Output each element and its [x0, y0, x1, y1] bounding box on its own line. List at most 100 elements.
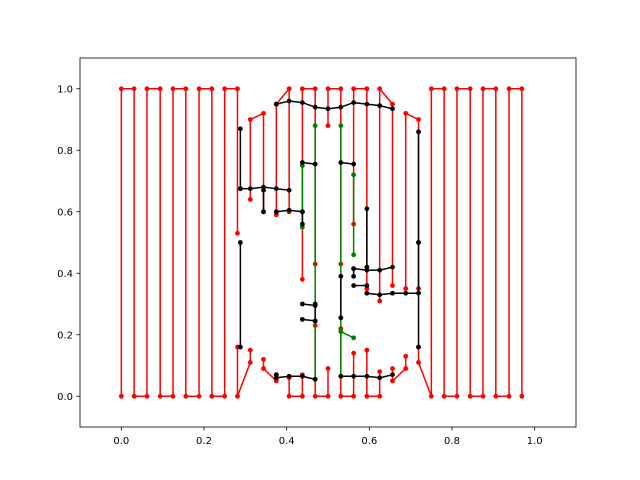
core-path-point: [338, 123, 344, 129]
x-tick-label: 0.4: [279, 436, 295, 447]
inner-path-point: [364, 373, 370, 379]
outer-path-point: [403, 286, 409, 292]
x-tick-label: 1.0: [527, 436, 543, 447]
inner-path-point: [286, 187, 292, 193]
inner-path-point: [273, 186, 279, 192]
inner-path-point: [377, 375, 383, 381]
inner-path-point: [338, 160, 344, 165]
inner-path-point: [390, 264, 395, 270]
outer-path-point: [390, 366, 395, 371]
inner-path-point: [338, 273, 344, 279]
outer-path-point: [377, 298, 383, 304]
outer-path-point: [183, 86, 189, 92]
outer-path-point: [403, 353, 409, 359]
inner-path-point: [377, 267, 383, 273]
inner-path-point: [261, 187, 266, 193]
y-tick-label: 1.0: [57, 84, 73, 95]
inner-path-point: [351, 273, 357, 279]
inner-path-point: [390, 290, 395, 296]
outer-path-connector: [391, 368, 407, 382]
inner-path-point: [364, 264, 370, 270]
inner-path-point: [286, 98, 292, 104]
inner-path-point: [338, 104, 344, 110]
outer-path-series: [118, 86, 525, 399]
y-tick-label: 0.6: [57, 207, 73, 218]
inner-path-point: [273, 101, 279, 107]
outer-path-point: [157, 86, 163, 92]
inner-path-series: [237, 98, 421, 382]
inner-path-point: [390, 372, 395, 378]
outer-path-point: [351, 350, 357, 356]
inner-path-point: [364, 290, 370, 296]
inner-path-point: [338, 373, 344, 379]
inner-path-point: [299, 100, 305, 105]
inner-path-point: [312, 318, 318, 324]
outer-path-point: [247, 347, 253, 353]
inner-path-point: [416, 344, 421, 350]
outer-path-point: [390, 283, 395, 288]
inner-path-point: [299, 221, 305, 227]
inner-path-point: [237, 344, 243, 350]
inner-path-point: [247, 186, 253, 192]
inner-path-point: [390, 106, 395, 112]
y-tick-label: 0.4: [57, 269, 73, 280]
inner-path-point: [377, 103, 383, 109]
inner-path-point: [312, 161, 318, 167]
inner-path-point: [299, 209, 305, 215]
inner-path-point: [377, 292, 383, 298]
outer-path-point: [144, 393, 150, 399]
x-tick-label: 0.6: [361, 436, 377, 447]
inner-path-point: [403, 290, 409, 296]
inner-path-point: [237, 240, 243, 245]
inner-path-point: [312, 303, 318, 308]
outer-path-point: [519, 393, 525, 399]
x-tick-label: 0.2: [196, 436, 212, 447]
outer-path-point: [235, 230, 240, 236]
axes-frame: [79, 57, 577, 428]
inner-path-point: [351, 161, 357, 167]
inner-path-point: [416, 129, 421, 135]
core-path-point: [338, 329, 344, 335]
outer-path-connector: [236, 362, 251, 397]
inner-path-point: [299, 160, 305, 165]
outer-path-point: [261, 356, 266, 362]
outer-path-connector: [249, 112, 264, 121]
core-path-point: [351, 172, 357, 178]
inner-path-point: [351, 283, 357, 288]
outer-path-connector: [417, 362, 433, 397]
inner-path-point: [273, 375, 279, 381]
inner-path-point: [364, 283, 370, 288]
inner-path-point: [416, 240, 421, 245]
y-tick-label: 0.2: [57, 330, 73, 341]
y-tick-label: 0.0: [57, 392, 73, 403]
outer-path-point: [196, 393, 202, 399]
outer-path-point: [325, 123, 331, 129]
outer-path-point: [377, 369, 383, 375]
inner-path-point: [286, 207, 292, 213]
core-path-point: [351, 335, 357, 341]
inner-path-point: [273, 209, 279, 215]
inner-path-point: [312, 104, 318, 110]
inner-path-point: [299, 316, 305, 322]
outer-path-point: [118, 393, 124, 399]
inner-path-point: [325, 106, 331, 112]
inner-path-point: [299, 301, 305, 307]
inner-path-point: [364, 101, 370, 107]
inner-path-point: [364, 206, 370, 212]
inner-path-point: [237, 126, 243, 132]
outer-path-connector: [405, 112, 419, 121]
outer-path-connector: [275, 88, 290, 105]
outer-path-point: [299, 277, 305, 282]
y-axis: 0.0 0.2 0.4 0.6 0.8 1.0: [57, 84, 80, 403]
outer-path-connector: [379, 88, 394, 105]
core-path-point: [312, 123, 318, 129]
inner-path-point: [261, 209, 266, 215]
outer-path-point: [235, 86, 240, 92]
inner-path-point: [286, 373, 292, 379]
inner-path-point: [416, 290, 421, 296]
inner-path-point: [351, 373, 357, 379]
inner-path-point: [351, 100, 357, 105]
inner-path-point: [351, 266, 357, 272]
inner-path-point: [312, 376, 318, 382]
